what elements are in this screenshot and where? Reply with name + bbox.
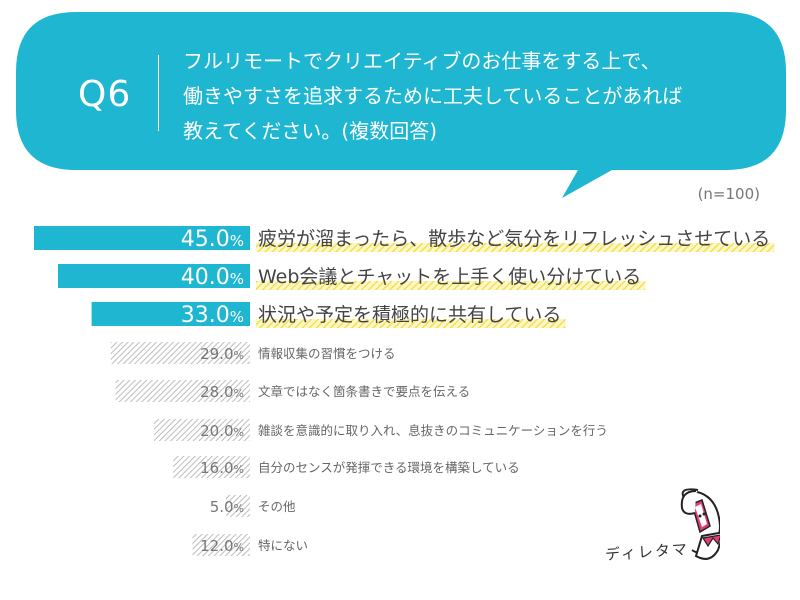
category-label-2: Web会議とチャットを上手く使い分けている (258, 266, 641, 288)
sample-size-note: (n=100) (697, 185, 760, 203)
question-divider (158, 55, 159, 131)
category-label-3: 状況や予定を積極的に共有している (258, 304, 561, 326)
question-line-2: 働きやすさを追求するために工夫していることがあれば (183, 84, 683, 108)
category-label-1: 疲労が溜まったら、散歩など気分をリフレッシュさせている (258, 228, 770, 250)
bar-4 (110, 342, 250, 364)
label-highlight-3 (256, 319, 566, 328)
bar-9 (192, 534, 250, 556)
bar-5 (115, 380, 250, 402)
bar-6 (154, 419, 250, 441)
value-label-2: 40.0% (181, 265, 244, 290)
value-label-6: 20.0% (200, 422, 244, 440)
label-highlight-2 (256, 281, 646, 290)
value-label-1: 45.0% (181, 227, 244, 252)
value-label-4: 29.0% (200, 345, 244, 363)
bar-7 (173, 456, 250, 478)
category-label-7: 自分のセンスが発揮できる環境を構築している (258, 460, 520, 475)
question-bubble (16, 12, 786, 198)
mascot-icon (680, 488, 720, 560)
value-label-3: 33.0% (181, 303, 244, 328)
bar-1 (34, 226, 250, 250)
bar-3 (91, 302, 250, 326)
value-label-7: 16.0% (200, 459, 244, 477)
question-line-3: 教えてください。(複数回答) (183, 119, 438, 143)
bar-8 (226, 495, 250, 517)
category-label-4: 情報収集の習慣をつける (258, 346, 396, 361)
bar-2 (58, 264, 250, 288)
question-line-1: フルリモートでクリエイティブのお仕事をする上で、 (183, 49, 661, 73)
question-number: Q6 (78, 74, 132, 115)
value-label-9: 12.0% (200, 537, 244, 555)
value-label-5: 28.0% (200, 383, 244, 401)
category-label-5: 文章ではなく箇条書きで要点を伝える (258, 384, 470, 399)
category-label-9: 特にない (258, 538, 308, 553)
question-text: フルリモートでクリエイティブのお仕事をする上で、 働きやすさを追求するために工夫… (183, 44, 753, 149)
category-label-8: その他 (258, 499, 296, 514)
category-label-6: 雑談を意識的に取り入れ、息抜きのコミュニケーションを行う (258, 423, 608, 438)
value-label-8: 5.0% (210, 498, 244, 516)
label-highlight-1 (256, 243, 775, 252)
